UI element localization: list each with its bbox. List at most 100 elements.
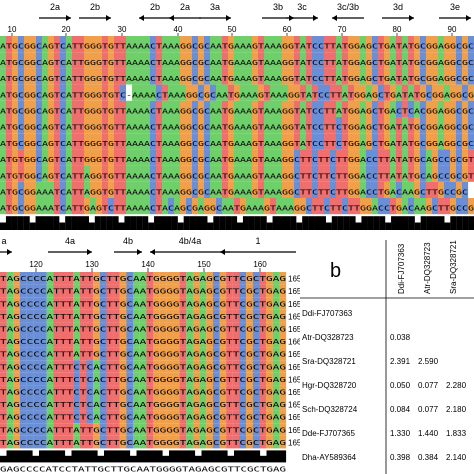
base-cell <box>378 36 385 53</box>
base-cell <box>210 36 217 53</box>
base-cell <box>42 149 49 166</box>
base-cell <box>312 36 319 53</box>
base-cell <box>180 68 187 85</box>
base-cell <box>342 84 349 101</box>
base-cell <box>456 117 463 134</box>
base-cell <box>84 165 91 182</box>
base-cell <box>144 117 151 134</box>
base-cell <box>46 335 54 348</box>
base-cell <box>152 309 160 323</box>
consensus-bar <box>65 216 72 230</box>
base-cell <box>106 335 114 348</box>
primer-arrow-head <box>87 249 92 255</box>
base-cell <box>179 309 187 323</box>
base-cell <box>0 198 7 215</box>
consensus-bar <box>231 216 238 230</box>
primer-label: 3e <box>450 2 460 12</box>
base-cell <box>46 385 54 398</box>
base-cell <box>360 100 367 117</box>
base-cell <box>192 117 199 134</box>
primer-label: 3d <box>393 2 403 12</box>
base-cell <box>306 181 313 198</box>
base-cell <box>432 84 439 101</box>
base-cell <box>444 149 451 166</box>
base-cell <box>113 335 120 348</box>
base-cell <box>26 335 34 348</box>
base-cell <box>26 322 34 335</box>
base-cell <box>59 272 67 285</box>
base-cell <box>186 435 193 449</box>
base-cell <box>46 297 54 310</box>
base-cell <box>372 117 379 134</box>
base-cell <box>113 360 120 373</box>
base-cell <box>360 181 367 198</box>
base-cell <box>192 322 200 335</box>
base-cell <box>226 372 233 386</box>
base-cell <box>66 181 73 198</box>
base-cell <box>166 398 174 411</box>
base-cell <box>450 181 457 198</box>
base-cell <box>146 435 154 449</box>
base-cell <box>33 335 41 348</box>
base-cell <box>468 165 474 182</box>
base-cell <box>66 347 74 361</box>
position-tick-label: 160 <box>253 260 267 269</box>
base-cell <box>330 100 337 117</box>
base-cell <box>113 297 120 310</box>
base-cell <box>206 372 213 386</box>
base-cell <box>6 322 14 335</box>
base-cell <box>212 435 220 449</box>
base-cell <box>120 165 127 182</box>
base-cell <box>266 372 273 386</box>
base-cell <box>414 149 421 166</box>
base-cell <box>54 52 61 69</box>
base-cell <box>272 322 280 335</box>
base-cell <box>456 133 463 150</box>
sequence-length: 165 <box>288 388 300 397</box>
base-cell <box>66 385 74 398</box>
base-cell <box>72 36 79 53</box>
base-cell <box>146 322 154 335</box>
base-cell <box>126 149 133 166</box>
base-cell <box>179 372 187 386</box>
base-cell <box>162 181 169 198</box>
base-cell <box>270 117 277 134</box>
base-cell <box>336 100 343 117</box>
base-cell <box>354 100 361 117</box>
base-cell <box>120 133 127 150</box>
base-cell <box>366 133 373 150</box>
base-cell <box>106 372 114 386</box>
base-cell <box>102 68 109 85</box>
base-cell <box>252 133 259 150</box>
base-cell <box>33 297 41 310</box>
base-cell <box>259 335 267 348</box>
base-cell <box>259 309 267 323</box>
base-cell <box>146 360 154 373</box>
base-cell <box>79 309 87 323</box>
bottom-sequence-text: TAGCCCCATTTCTCACTTGCAATGGGGTAGAGCGTTCGCT… <box>0 413 286 422</box>
consensus-bar <box>58 450 66 463</box>
matrix-row: Dde-FJ707365 1.330 1.440 1.833 <box>302 429 467 438</box>
base-cell <box>414 198 421 215</box>
base-cell <box>73 309 80 323</box>
base-cell <box>66 284 74 298</box>
base-cell <box>206 272 213 285</box>
base-cell <box>166 272 174 285</box>
base-cell <box>19 372 27 386</box>
base-cell <box>138 52 145 69</box>
base-cell <box>39 335 47 348</box>
base-cell <box>324 36 331 53</box>
base-cell <box>156 36 163 53</box>
base-cell <box>279 284 287 298</box>
base-cell <box>106 272 114 285</box>
base-cell <box>312 198 319 215</box>
base-cell <box>150 165 157 182</box>
base-cell <box>288 181 295 198</box>
base-cell <box>0 181 7 198</box>
base-cell <box>6 335 14 348</box>
base-cell <box>126 36 133 53</box>
base-cell <box>0 423 7 436</box>
base-cell <box>108 133 115 150</box>
base-cell <box>192 284 200 298</box>
base-cell <box>282 133 289 150</box>
